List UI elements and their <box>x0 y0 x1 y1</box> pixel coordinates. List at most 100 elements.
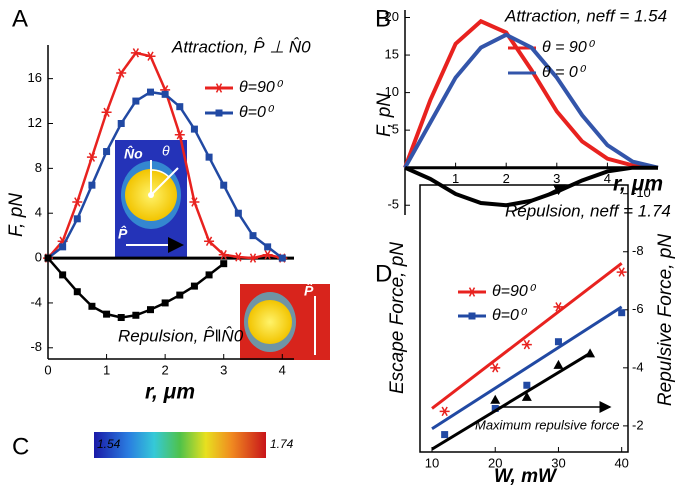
y-tick-label: 12 <box>28 115 42 130</box>
y-tick-label: 16 <box>28 70 42 85</box>
marker <box>490 363 501 373</box>
series-line <box>403 18 659 170</box>
marker <box>117 120 125 127</box>
marker <box>174 130 185 140</box>
marker <box>553 359 564 369</box>
x-tick-label: 0 <box>44 362 51 377</box>
marker <box>190 282 198 290</box>
marker <box>88 181 96 189</box>
x-tick-label: 40 <box>614 455 628 470</box>
marker <box>189 197 200 207</box>
y-axis-label: Escape Force, pN <box>387 242 408 394</box>
annotation: Repulsion, P̂‖N̂0 <box>118 326 244 346</box>
legend-label: θ=0⁰ <box>492 307 528 324</box>
marker <box>220 260 228 268</box>
annotation: Attraction, neff = 1.54 <box>504 6 667 25</box>
marker <box>233 252 244 262</box>
inset-red: P̂ <box>240 281 330 360</box>
x-tick-label: 1 <box>452 171 459 186</box>
colorbar <box>94 432 266 458</box>
legend-label: θ = 90⁰ <box>542 39 596 56</box>
x-axis-label: r, μm <box>613 173 663 196</box>
legend-label: θ=0⁰ <box>239 104 275 121</box>
marker <box>523 381 531 389</box>
marker <box>441 431 449 439</box>
marker <box>554 338 562 346</box>
marker <box>234 209 242 217</box>
y-tick-label: -8 <box>30 339 42 354</box>
y-tick-label: 20 <box>385 9 399 24</box>
marker <box>467 287 477 297</box>
marker <box>88 302 96 310</box>
marker <box>176 291 184 299</box>
marker <box>145 51 156 61</box>
marker <box>86 152 97 162</box>
marker <box>176 103 184 111</box>
marker <box>220 181 228 189</box>
fit-line <box>431 305 623 431</box>
marker <box>439 406 450 417</box>
y-tick-label: 8 <box>35 160 42 175</box>
x-tick-label: 3 <box>220 362 227 377</box>
marker <box>278 254 286 262</box>
y2-tick-label: -8 <box>632 243 644 258</box>
fit-line <box>431 352 591 451</box>
x-tick-label: 4 <box>279 362 286 377</box>
marker <box>205 271 213 279</box>
marker <box>161 90 169 98</box>
colorbar-label: 1.54 <box>97 437 121 451</box>
y2-tick-label: -6 <box>632 301 644 316</box>
svg-text:P̂: P̂ <box>304 281 314 298</box>
marker <box>190 125 198 133</box>
panel-label: C <box>12 433 29 460</box>
marker <box>248 253 258 263</box>
y-tick-label: 0 <box>35 250 42 265</box>
marker <box>116 68 127 78</box>
marker <box>521 339 532 350</box>
marker <box>117 314 125 322</box>
svg-text:θ: θ <box>162 143 170 159</box>
y-tick-label: -4 <box>30 294 42 309</box>
annotation: Maximum repulsive force <box>475 417 620 432</box>
legend-label: θ=90⁰ <box>492 283 537 300</box>
y2-tick-label: -4 <box>632 359 644 374</box>
marker <box>147 88 154 96</box>
colorbar-label: 1.74 <box>270 437 294 451</box>
marker <box>44 254 52 262</box>
x-tick-label: 20 <box>488 455 502 470</box>
marker <box>103 310 111 318</box>
marker <box>491 404 499 412</box>
marker <box>130 48 141 58</box>
x-axis-label: W, mW <box>494 466 558 487</box>
y-tick-label: 4 <box>35 205 42 220</box>
marker <box>264 243 272 251</box>
x-tick-label: 10 <box>425 455 439 470</box>
marker <box>73 215 81 223</box>
marker <box>490 394 501 404</box>
marker <box>521 391 532 401</box>
marker <box>161 299 169 307</box>
marker <box>553 302 564 312</box>
marker <box>132 311 140 319</box>
y-tick-label: 15 <box>385 46 399 61</box>
marker <box>616 267 627 277</box>
panel-label: B <box>375 5 391 32</box>
marker <box>204 236 215 246</box>
x-tick-label: 2 <box>162 362 169 377</box>
x-axis-label: r, μm <box>145 381 195 404</box>
y-tick-label: 5 <box>392 122 399 137</box>
series-line <box>404 165 658 208</box>
y2-axis-label: Repulsive Force, pN <box>655 234 676 406</box>
legend-label: θ = 0⁰ <box>542 64 587 81</box>
marker <box>214 83 224 93</box>
marker <box>205 153 213 161</box>
marker <box>73 288 81 296</box>
marker <box>585 348 596 358</box>
inset-blue: N̂o θ P̂ <box>115 140 187 258</box>
x-tick-label: 30 <box>551 455 565 470</box>
x-tick-label: 1 <box>103 362 110 377</box>
axis-box <box>419 184 629 453</box>
marker <box>103 148 111 156</box>
legend-label: θ=90⁰ <box>239 79 284 96</box>
